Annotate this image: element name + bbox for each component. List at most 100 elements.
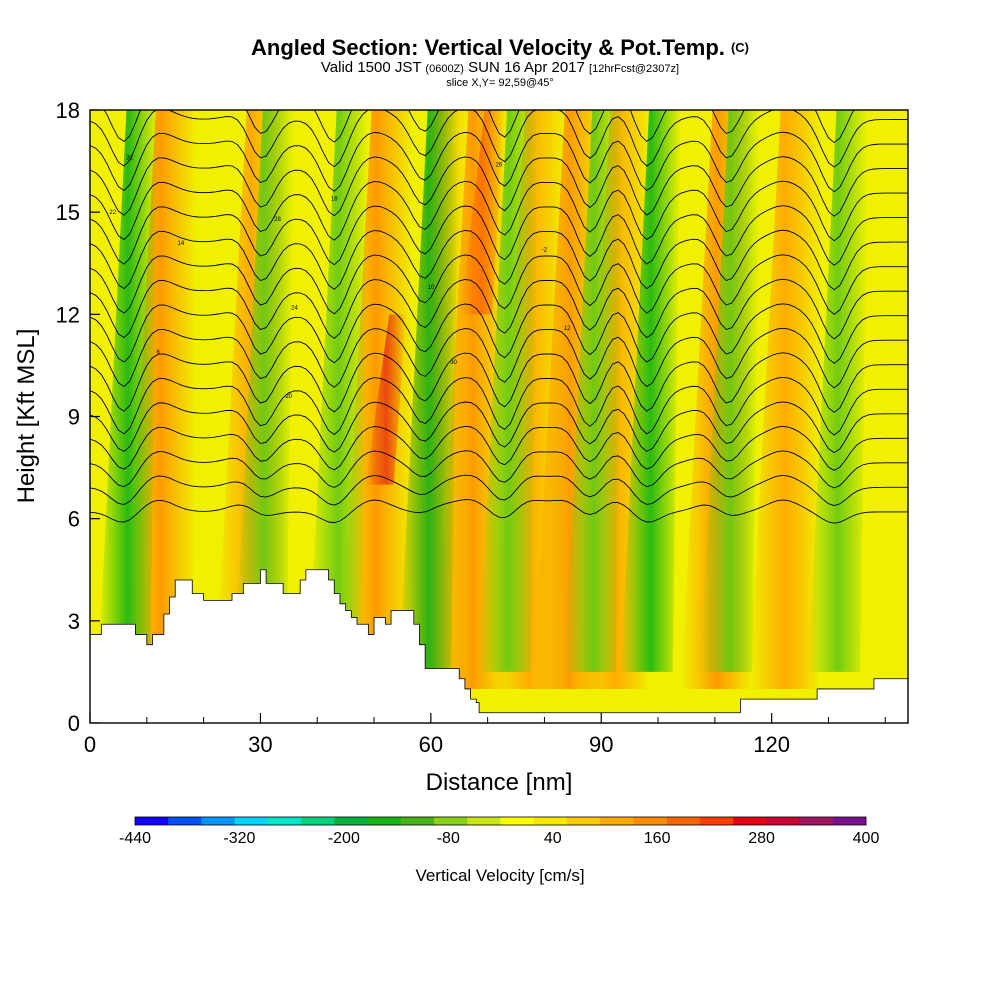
colorbar-swatch [467,817,501,825]
plot-area: 32 22 14 6 28 24 20 16 10 30 26 -2 12 [90,110,908,723]
colorbar-swatch [434,817,468,825]
theta-contour-line [90,499,908,524]
theta-contour-label: 20 [285,394,292,400]
colorbar-tick-label: 160 [644,830,671,847]
downdraft-band [620,110,681,672]
theta-contour-line [90,376,908,436]
theta-contour-line [90,303,908,364]
theta-contour-label: 26 [496,162,503,168]
y-tick-label: 3 [68,609,80,634]
theta-contour-label: 12 [564,326,571,332]
updraft-band [749,110,822,689]
colorbar-swatch [201,817,235,825]
theta-contour-line [90,156,908,217]
theta-contour-line [90,205,908,266]
colorbar-swatch [533,817,568,825]
downdraft-band [234,110,295,672]
x-axis-label: Distance [nm] [426,769,573,796]
x-axis: 0 30 60 90 120 [84,713,886,757]
theta-contour-line [90,131,908,193]
theta-contour-label: 6 [156,350,160,356]
colorbar-swatch [799,817,834,825]
colorbar-swatch [135,817,169,825]
chart-title: Angled Section: Vertical Velocity & Pot.… [0,36,1000,60]
updraft-core [365,314,407,485]
theta-contour-line [90,278,908,340]
colorbar-swatch [633,817,667,825]
chart-title-text: Angled Section: Vertical Velocity & Pot.… [251,35,725,60]
downdraft-band [563,110,624,672]
downdraft-band [808,110,868,672]
colorbar-swatch [367,817,402,825]
theta-contour-line [90,254,908,315]
colorbar-swatch [168,817,202,825]
colorbar-swatch [832,817,867,825]
downdraft-band [399,110,459,672]
colorbar-tick-label: -200 [328,830,360,847]
updraft-core [460,110,504,315]
y-tick-label: 12 [56,302,80,327]
theta-contour-line [103,110,855,144]
downdraft-band [700,110,760,672]
x-tick-label: 30 [248,732,272,757]
colorbar-swatch [267,817,302,825]
theta-contour-label: -2 [542,248,548,254]
x-tick-label: 90 [589,732,613,757]
colorbar-swatch [666,817,701,825]
theta-contour-labels: 32 22 14 6 28 24 20 16 10 30 26 -2 12 [109,156,571,400]
colorbar-tick-label: -80 [437,830,460,847]
theta-contours [90,110,908,524]
colorbar-swatch [334,817,368,825]
x-tick-label: 60 [419,732,443,757]
colorbar-swatch [766,817,800,825]
colorbar-swatch [234,817,269,825]
colorbar-swatch [301,817,335,825]
theta-contour-line [90,229,908,291]
theta-contour-line [90,327,908,389]
title-block: Angled Section: Vertical Velocity & Pot.… [0,36,1000,90]
theta-contour-line [90,425,908,471]
theta-contour-line [90,180,908,242]
theta-contour-label: 28 [274,217,281,223]
theta-contour-line [90,450,908,489]
colorbar-tick-label: 40 [544,830,562,847]
y-tick-label: 18 [56,98,80,123]
colorbar: -440 -320 -200 -80 40 160 280 400 [119,816,880,847]
colorbar-tick-label: 400 [853,830,880,847]
theta-contour-label: 10 [427,285,434,291]
subtitle-utc: (0600Z) [425,63,464,75]
theta-contour-label: 30 [450,360,457,366]
subtitle-valid: Valid 1500 JST [320,59,422,76]
colorbar-swatch [600,817,634,825]
colorbar-swatch [733,817,767,825]
theta-contour-line [90,352,908,413]
colorbar-label: Vertical Velocity [cm/s] [415,866,584,885]
y-tick-label: 15 [56,200,80,225]
x-tick-label: 120 [753,732,790,757]
theta-contour-line [90,474,908,507]
colorbar-swatch [500,817,535,825]
chart-subtitle: Valid 1500 JST (0600Z) SUN 16 Apr 2017 [… [0,60,1000,77]
colorbar-tick-label: -440 [119,830,151,847]
theta-contour-label: 22 [109,210,116,216]
colorbar-swatch [699,817,734,825]
theta-contour-label: 24 [291,306,298,312]
y-axis: 0 3 6 9 12 15 18 [56,98,100,736]
subtitle-forecast: [12hrFcst@2307z] [589,63,680,75]
theta-contour-label: 32 [126,156,133,162]
subtitle-date: SUN 16 Apr 2017 [468,59,585,76]
theta-contour-label: 16 [331,197,338,203]
downdraft-band [478,110,539,672]
downdraft-band [308,110,368,672]
y-tick-label: 9 [68,405,80,430]
colorbar-swatch [400,817,435,825]
chart-title-unit: (C) [730,40,749,55]
colorbar-tick-label: 280 [748,830,775,847]
x-tick-label: 0 [84,732,96,757]
colorbar-swatch [566,817,601,825]
colorbar-tick-label: -320 [223,830,255,847]
terrain [90,569,908,723]
y-tick-label: 6 [68,507,80,532]
theta-contour-line [90,401,908,454]
